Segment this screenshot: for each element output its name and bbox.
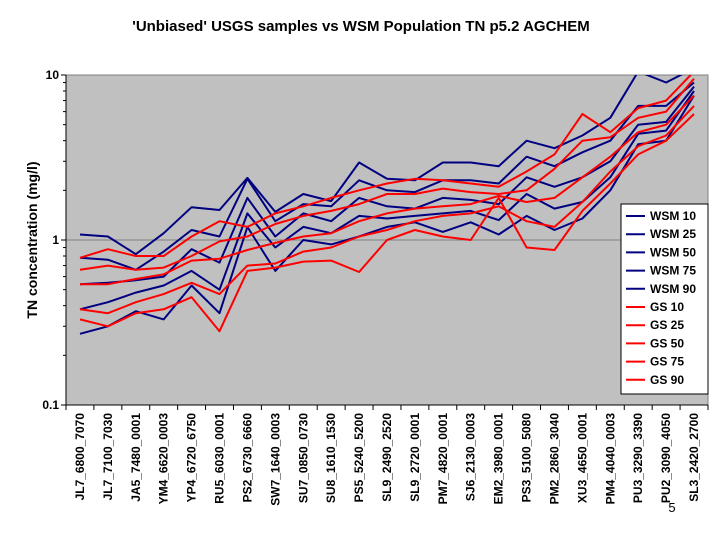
x-tick-label: SL9_2720_0001 [408, 413, 422, 502]
y-tick-label: 1 [52, 233, 59, 247]
legend-label: GS 75 [650, 355, 684, 369]
x-tick-labels: JL7_6800_7070 JL7_7100_7030 JA5_7480_0001 Y… [73, 413, 701, 506]
y-tick-label: 10 [46, 68, 60, 82]
x-tick-label: XU3_4650_0001 [575, 413, 589, 503]
x-tick-label: JA5_7480_0001 [129, 413, 143, 502]
series-line-gs-50 [80, 94, 695, 286]
x-tick-label: JL7_6800_7070 [73, 413, 87, 501]
x-tick-label: SU7_0850_0730 [296, 413, 310, 503]
series-line-wsm-10 [79, 95, 695, 335]
x-tick-label: SU8_1610_1530 [324, 413, 338, 503]
series-line-wsm-50 [79, 85, 695, 286]
legend: WSM 10 WSM 25 WSM 50 WSM 75 WSM 90 GS 10 GS 25… [620, 203, 709, 395]
legend-label: GS 90 [650, 373, 684, 387]
series-lines [79, 75, 695, 335]
series-line-wsm-90 [79, 75, 683, 256]
x-tick-label: PS5_5240_5200 [352, 413, 366, 503]
x-tick-label: SL3_2420_2700 [687, 413, 701, 502]
series-line-gs-90 [79, 75, 693, 259]
x-tick-label: PM2_2860_3040 [547, 413, 561, 505]
x-tick-label: RU5_6030_0001 [213, 413, 227, 504]
series-line-wsm-75 [79, 81, 695, 271]
axes [61, 74, 709, 410]
legend-label: WSM 90 [650, 282, 696, 296]
x-tick-label: PM4_4040_0003 [603, 413, 617, 505]
page-number: 5 [668, 500, 675, 515]
x-tick-label: SW7_1640_0003 [268, 413, 282, 506]
x-tick-label: PS2_6730_6660 [240, 413, 254, 503]
y-tick-labels: 10 1 0.1 [42, 68, 59, 412]
x-tick-label: PS3_5100_5080 [520, 413, 534, 503]
series-line-gs-25 [79, 105, 695, 315]
legend-label: WSM 75 [650, 264, 696, 278]
x-tick-label: EM2_3980_0001 [492, 413, 506, 505]
series-line-gs-10 [79, 113, 695, 333]
legend-label: WSM 10 [650, 209, 696, 223]
y-tick-label: 0.1 [42, 398, 59, 412]
x-tick-label: JL7_7100_7030 [101, 413, 115, 501]
series-line-wsm-25 [79, 90, 695, 311]
chart-title: 'Unbiased' USGS samples vs WSM Populatio… [132, 18, 590, 35]
x-tick-label: SJ6_2130_0003 [464, 413, 478, 501]
x-tick-label: PU3_3290_3390 [631, 413, 645, 503]
x-tick-label: SL9_2490_2520 [380, 413, 394, 502]
legend-label: GS 25 [650, 318, 684, 332]
x-tick-label: YP4_6720_6750 [185, 413, 199, 503]
legend-label: WSM 25 [650, 227, 696, 241]
legend-label: WSM 50 [650, 245, 696, 259]
x-tick-label: YM4_6620_0003 [157, 413, 171, 505]
x-tick-label: PU2_3090_4050 [659, 413, 673, 503]
legend-label: GS 10 [650, 300, 684, 314]
legend-label: GS 50 [650, 336, 684, 350]
x-tick-label: PM7_4820_0001 [436, 413, 450, 505]
series-line-gs-75 [79, 78, 695, 271]
y-axis-label: TN concentration (mg/l) [24, 161, 40, 318]
